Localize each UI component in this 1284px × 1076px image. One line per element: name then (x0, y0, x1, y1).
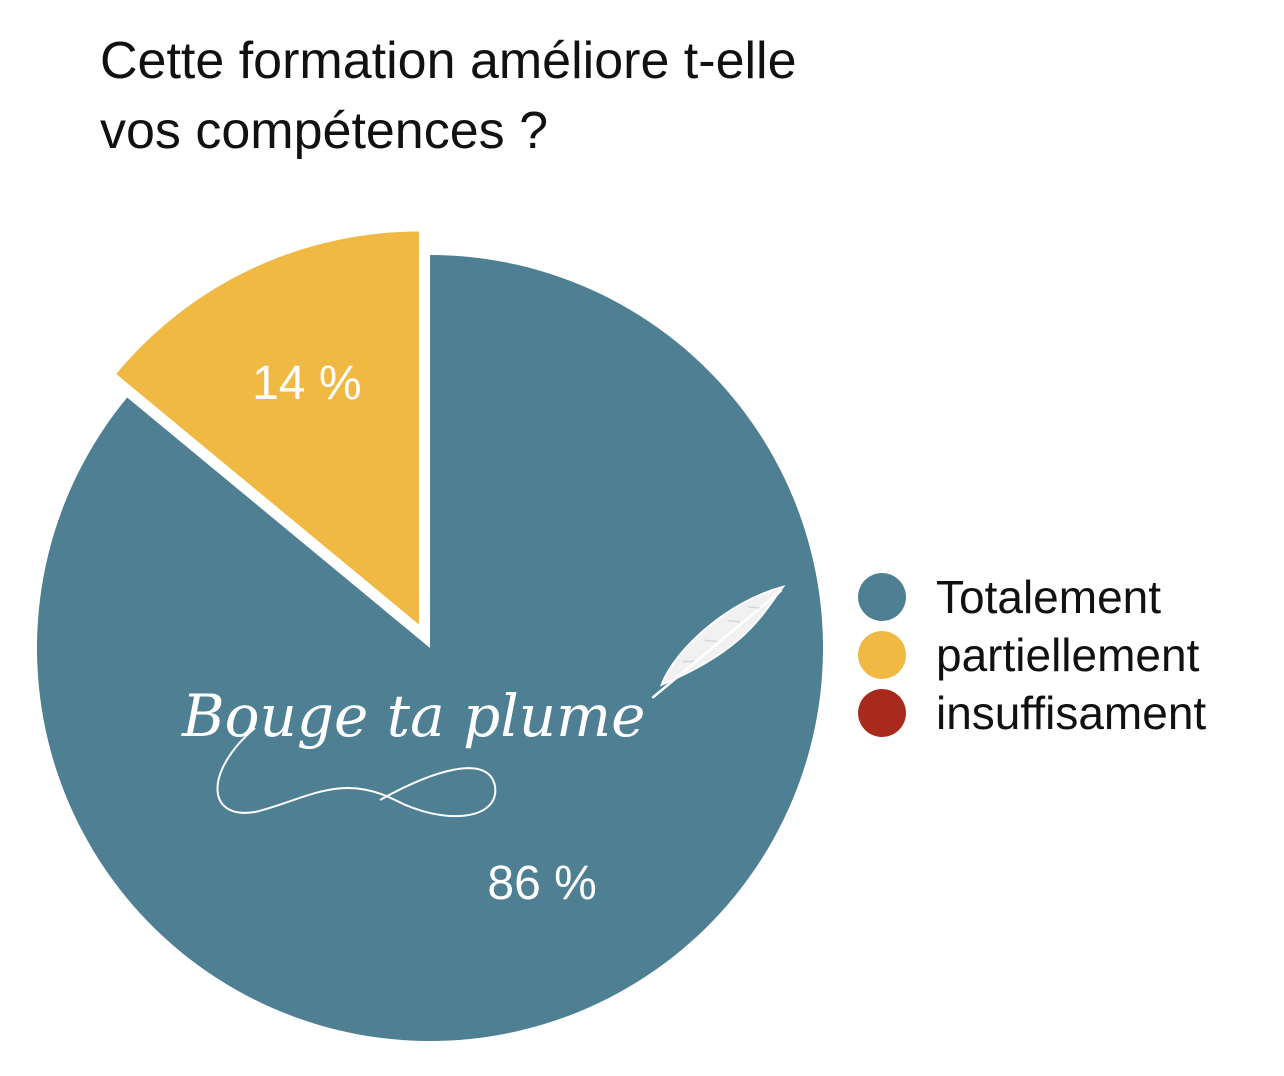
legend-swatch (858, 631, 906, 679)
chart-title-line-2: vos compétences ? (100, 102, 549, 160)
feather-icon (651, 585, 786, 699)
pie-slice-partiellement (116, 231, 419, 625)
legend-label: Totalement (936, 571, 1162, 623)
pie-slice-totalement (36, 255, 823, 1041)
watermark-text: Bouge ta plume (181, 682, 645, 750)
legend-swatch (858, 573, 906, 621)
legend-item-totalement: Totalement (858, 568, 1206, 626)
chart-title-line-1: Cette formation améliore t-elle (100, 32, 797, 90)
chart-title: Cette formation améliore t-elle vos comp… (100, 26, 1000, 166)
pie-slices (36, 231, 823, 1041)
legend-swatch (858, 689, 906, 737)
legend-label: insuffisament (936, 687, 1207, 739)
legend-label: partiellement (936, 629, 1200, 681)
watermark: Bouge ta plume (181, 585, 786, 818)
legend-item-insuffisament: insuffisament (858, 684, 1206, 742)
watermark-flourish (216, 727, 497, 818)
legend-item-partiellement: partiellement (858, 626, 1206, 684)
pie-label-totalement: 86 % (487, 857, 596, 910)
pie-value-labels: 14 % 86 % (252, 357, 597, 910)
legend: Totalement partiellement insuffisament (858, 568, 1206, 742)
pie-label-partiellement: 14 % (252, 357, 361, 410)
